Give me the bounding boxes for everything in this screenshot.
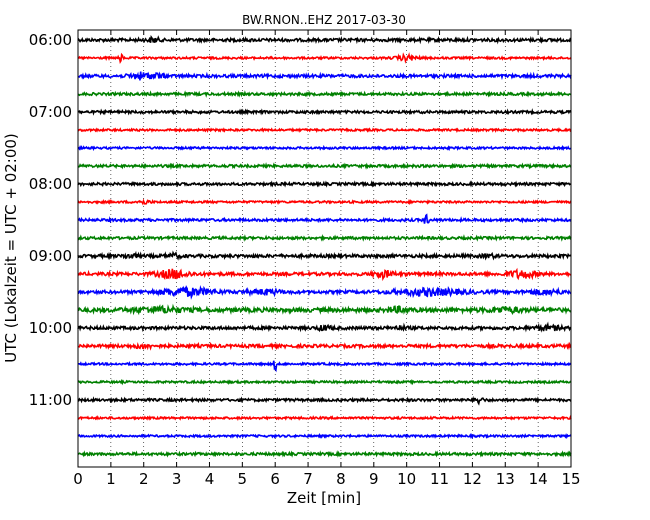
y-tick-label: 11:00 bbox=[29, 391, 72, 409]
x-tick-label: 2 bbox=[139, 470, 149, 488]
x-tick-label: 1 bbox=[106, 470, 116, 488]
trace-0715 bbox=[77, 127, 572, 134]
x-tick-label: 5 bbox=[238, 470, 248, 488]
y-tick-label: 06:00 bbox=[29, 31, 72, 49]
trace-0830 bbox=[77, 213, 572, 224]
trace-1115 bbox=[77, 415, 572, 421]
traces bbox=[77, 35, 572, 458]
trace-0845 bbox=[77, 233, 572, 242]
y-tick-label: 08:00 bbox=[29, 175, 72, 193]
x-tick-label: 8 bbox=[336, 470, 346, 488]
grid bbox=[110, 30, 539, 467]
trace-0600 bbox=[77, 35, 572, 45]
trace-0615 bbox=[77, 52, 572, 65]
trace-0945 bbox=[77, 303, 572, 316]
trace-0800 bbox=[77, 180, 572, 188]
trace-0815 bbox=[77, 198, 572, 206]
plot-frame bbox=[77, 29, 572, 468]
x-axis-label: Zeit [min] bbox=[287, 489, 361, 507]
trace-0645 bbox=[77, 90, 572, 98]
x-tick-label: 7 bbox=[303, 470, 313, 488]
x-tick-label: 3 bbox=[172, 470, 182, 488]
chart-title: BW.RNON..EHZ 2017-03-30 bbox=[242, 13, 406, 27]
trace-0915 bbox=[77, 267, 572, 282]
trace-1000 bbox=[77, 321, 572, 333]
x-tick-label: 10 bbox=[397, 470, 416, 488]
y-tick-label: 09:00 bbox=[29, 247, 72, 265]
ticks bbox=[77, 30, 572, 467]
trace-0900 bbox=[77, 250, 572, 261]
trace-1145 bbox=[77, 450, 572, 458]
trace-0730 bbox=[77, 144, 572, 152]
x-tick-label: 12 bbox=[463, 470, 482, 488]
trace-1045 bbox=[77, 378, 572, 386]
trace-0630 bbox=[77, 71, 572, 81]
y-axis-label: UTC (Lokalzeit = UTC + 02:00) bbox=[2, 133, 20, 363]
x-tick-label: 14 bbox=[529, 470, 548, 488]
x-tick-label: 0 bbox=[73, 470, 83, 488]
trace-1030 bbox=[77, 360, 572, 373]
trace-1100 bbox=[77, 395, 572, 406]
x-tick-label: 15 bbox=[561, 470, 580, 488]
trace-0700 bbox=[77, 108, 572, 116]
trace-0930 bbox=[77, 285, 572, 300]
x-tick-label: 11 bbox=[430, 470, 449, 488]
y-tick-label: 07:00 bbox=[29, 103, 72, 121]
trace-1130 bbox=[77, 432, 572, 440]
trace-0745 bbox=[77, 162, 572, 170]
y-tick-labels: 06:00 07:00 08:00 09:00 10:00 11:00 bbox=[29, 31, 72, 409]
y-tick-label: 10:00 bbox=[29, 319, 72, 337]
x-tick-label: 6 bbox=[270, 470, 280, 488]
x-tick-label: 9 bbox=[369, 470, 379, 488]
x-tick-labels: 0 1 2 3 4 5 6 7 8 9 10 11 12 13 14 15 bbox=[73, 470, 580, 488]
trace-1015 bbox=[77, 341, 572, 351]
x-tick-label: 13 bbox=[496, 470, 515, 488]
x-tick-label: 4 bbox=[205, 470, 215, 488]
